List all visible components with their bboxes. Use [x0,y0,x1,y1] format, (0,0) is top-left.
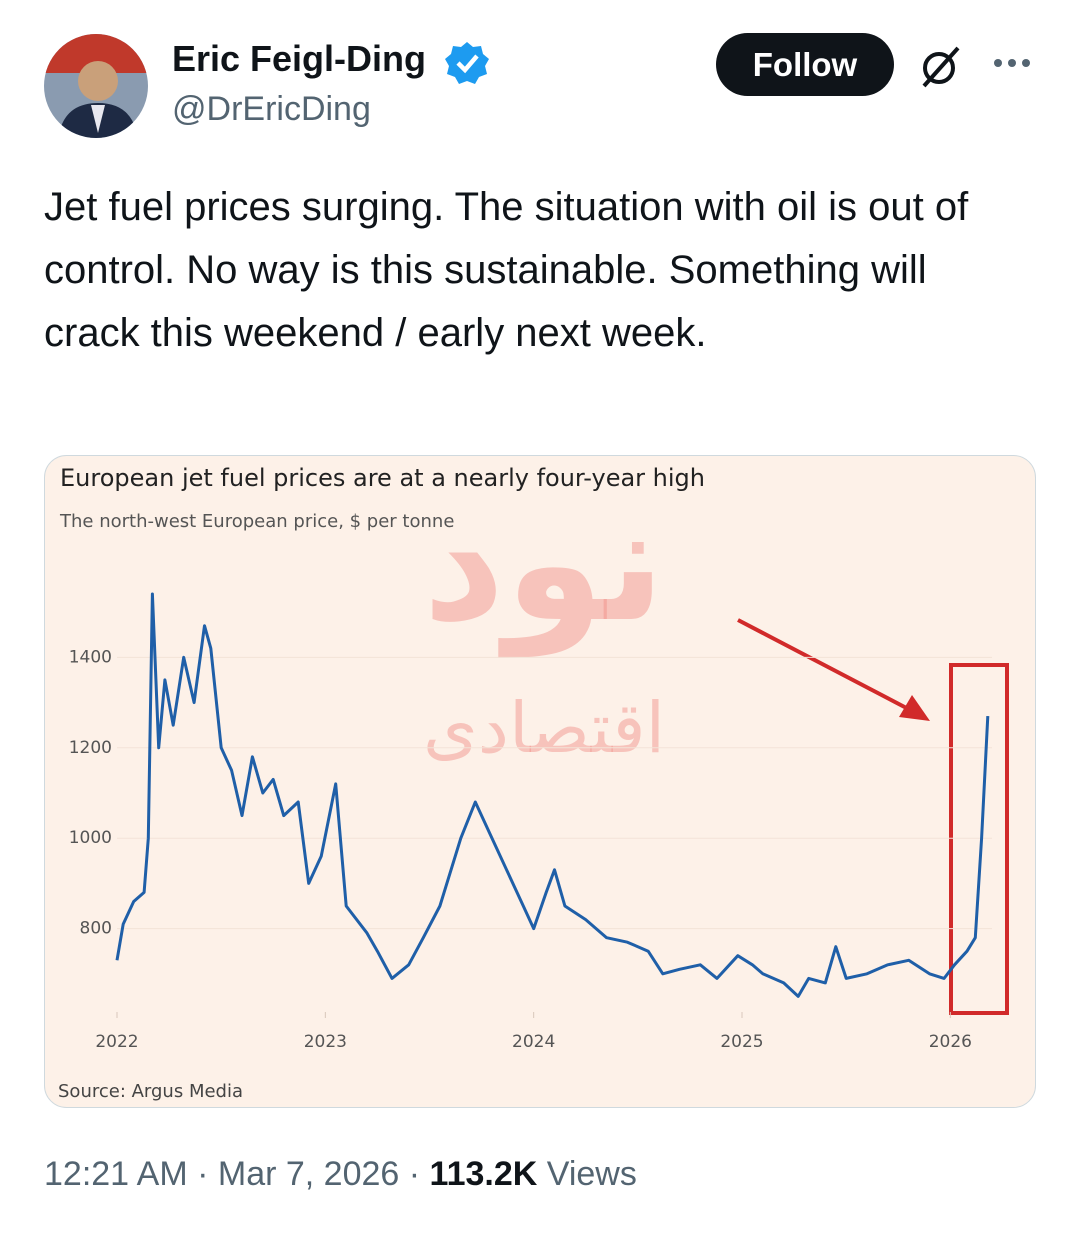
watermark-sub: اقتصادی [423,687,665,769]
tweet-text: Jet fuel prices surging. The situation w… [44,185,969,355]
x-tick-label: 2022 [95,1032,138,1052]
grok-icon[interactable] [918,44,964,90]
x-tick-label: 2023 [304,1032,347,1052]
x-tick-label: 2024 [512,1032,555,1052]
display-name[interactable]: Eric Feigl-Ding [172,38,427,79]
views-label: Views [546,1155,637,1193]
tweet-meta: 12:21 AM · Mar 7, 2026 · 113.2K Views [44,1155,637,1193]
watermark: نود [423,470,666,658]
x-tick-label: 2026 [929,1032,972,1052]
arrow-head [899,695,930,721]
date[interactable]: Mar 7, 2026 [217,1155,400,1193]
highlight-box [949,663,1009,1015]
views-count: 113.2K [429,1155,538,1193]
arrow-shaft [737,618,917,715]
chart-card[interactable]: European jet fuel prices are at a nearly… [44,455,1036,1108]
x-tick-label: 2025 [720,1032,763,1052]
more-icon[interactable] [992,56,1034,70]
time[interactable]: 12:21 AM [44,1155,188,1193]
chart-source: Source: Argus Media [58,1081,243,1102]
y-tick-label: 800 [80,919,112,939]
chart-subtitle: The north-west European price, $ per ton… [59,511,454,532]
handle[interactable]: @DrEricDing [172,90,371,128]
follow-button[interactable]: Follow [716,33,894,96]
avatar[interactable] [43,33,149,139]
y-tick-label: 1000 [69,828,112,848]
y-tick-label: 1200 [69,738,112,758]
y-tick-label: 1400 [69,647,112,667]
price-line [115,592,990,998]
chart-title: European jet fuel prices are at a nearly… [60,464,705,492]
verified-badge [445,42,489,84]
